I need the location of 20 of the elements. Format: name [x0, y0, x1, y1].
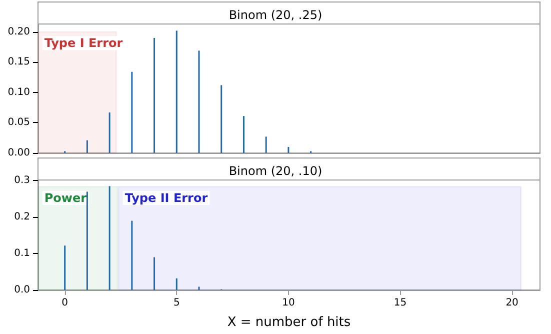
x-tick-label: 20 [506, 298, 518, 308]
y-tick-label: 0.15 [8, 56, 30, 68]
chart-title: Binom (20, .10) [228, 164, 322, 178]
y-tick-label: 0.10 [8, 86, 30, 98]
x-tick-label: 10 [282, 298, 295, 308]
band-label: Type I Error [44, 36, 123, 50]
y-tick-label: 0.2 [14, 212, 30, 223]
y-tick-label: 0.00 [8, 148, 30, 158]
x-tick-label: 15 [394, 298, 407, 308]
y-tick-label: 0.1 [14, 248, 30, 260]
y-tick-label: 0.0 [14, 284, 30, 296]
y-tick-label: 0.05 [8, 117, 30, 128]
y-tick-label: 0.20 [8, 26, 30, 38]
band-label: Type II Error [124, 190, 208, 205]
y-tick-label: 0.3 [14, 175, 30, 186]
band-label: Power [44, 190, 87, 205]
x-axis-title: X = number of hits [227, 315, 351, 330]
chart-title: Binom (20, .25) [228, 8, 322, 22]
x-tick-label: 0 [62, 298, 68, 308]
x-tick-label: 5 [173, 298, 180, 308]
